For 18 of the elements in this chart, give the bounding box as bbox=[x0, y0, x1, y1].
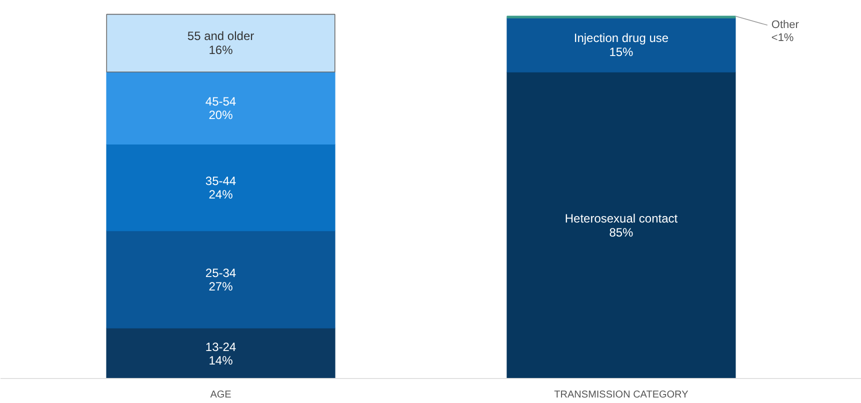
data-label: 24% bbox=[208, 187, 234, 202]
data-label: 27% bbox=[208, 279, 234, 294]
series-label: Heterosexual contact bbox=[564, 211, 678, 226]
text: Other bbox=[771, 19, 800, 32]
data-label: 20% bbox=[208, 108, 234, 122]
data-label: <1% bbox=[771, 32, 794, 44]
data-label: 14% bbox=[208, 353, 234, 368]
series-label: 35-44 bbox=[205, 174, 236, 188]
data-label: 16% bbox=[208, 43, 234, 58]
series-label: 45-54 bbox=[205, 94, 236, 109]
series-label: 55 and older bbox=[187, 29, 254, 44]
series-label: 25-34 bbox=[205, 266, 236, 280]
x-tick-label: AGE bbox=[210, 390, 232, 400]
data-label: 85% bbox=[609, 225, 634, 240]
series-label: Injection drug use bbox=[574, 30, 669, 45]
series-label: 13-24 bbox=[205, 340, 236, 354]
x-tick-label: TRANSMISSION CATEGORY bbox=[554, 390, 689, 400]
data-label: 15% bbox=[609, 44, 634, 59]
